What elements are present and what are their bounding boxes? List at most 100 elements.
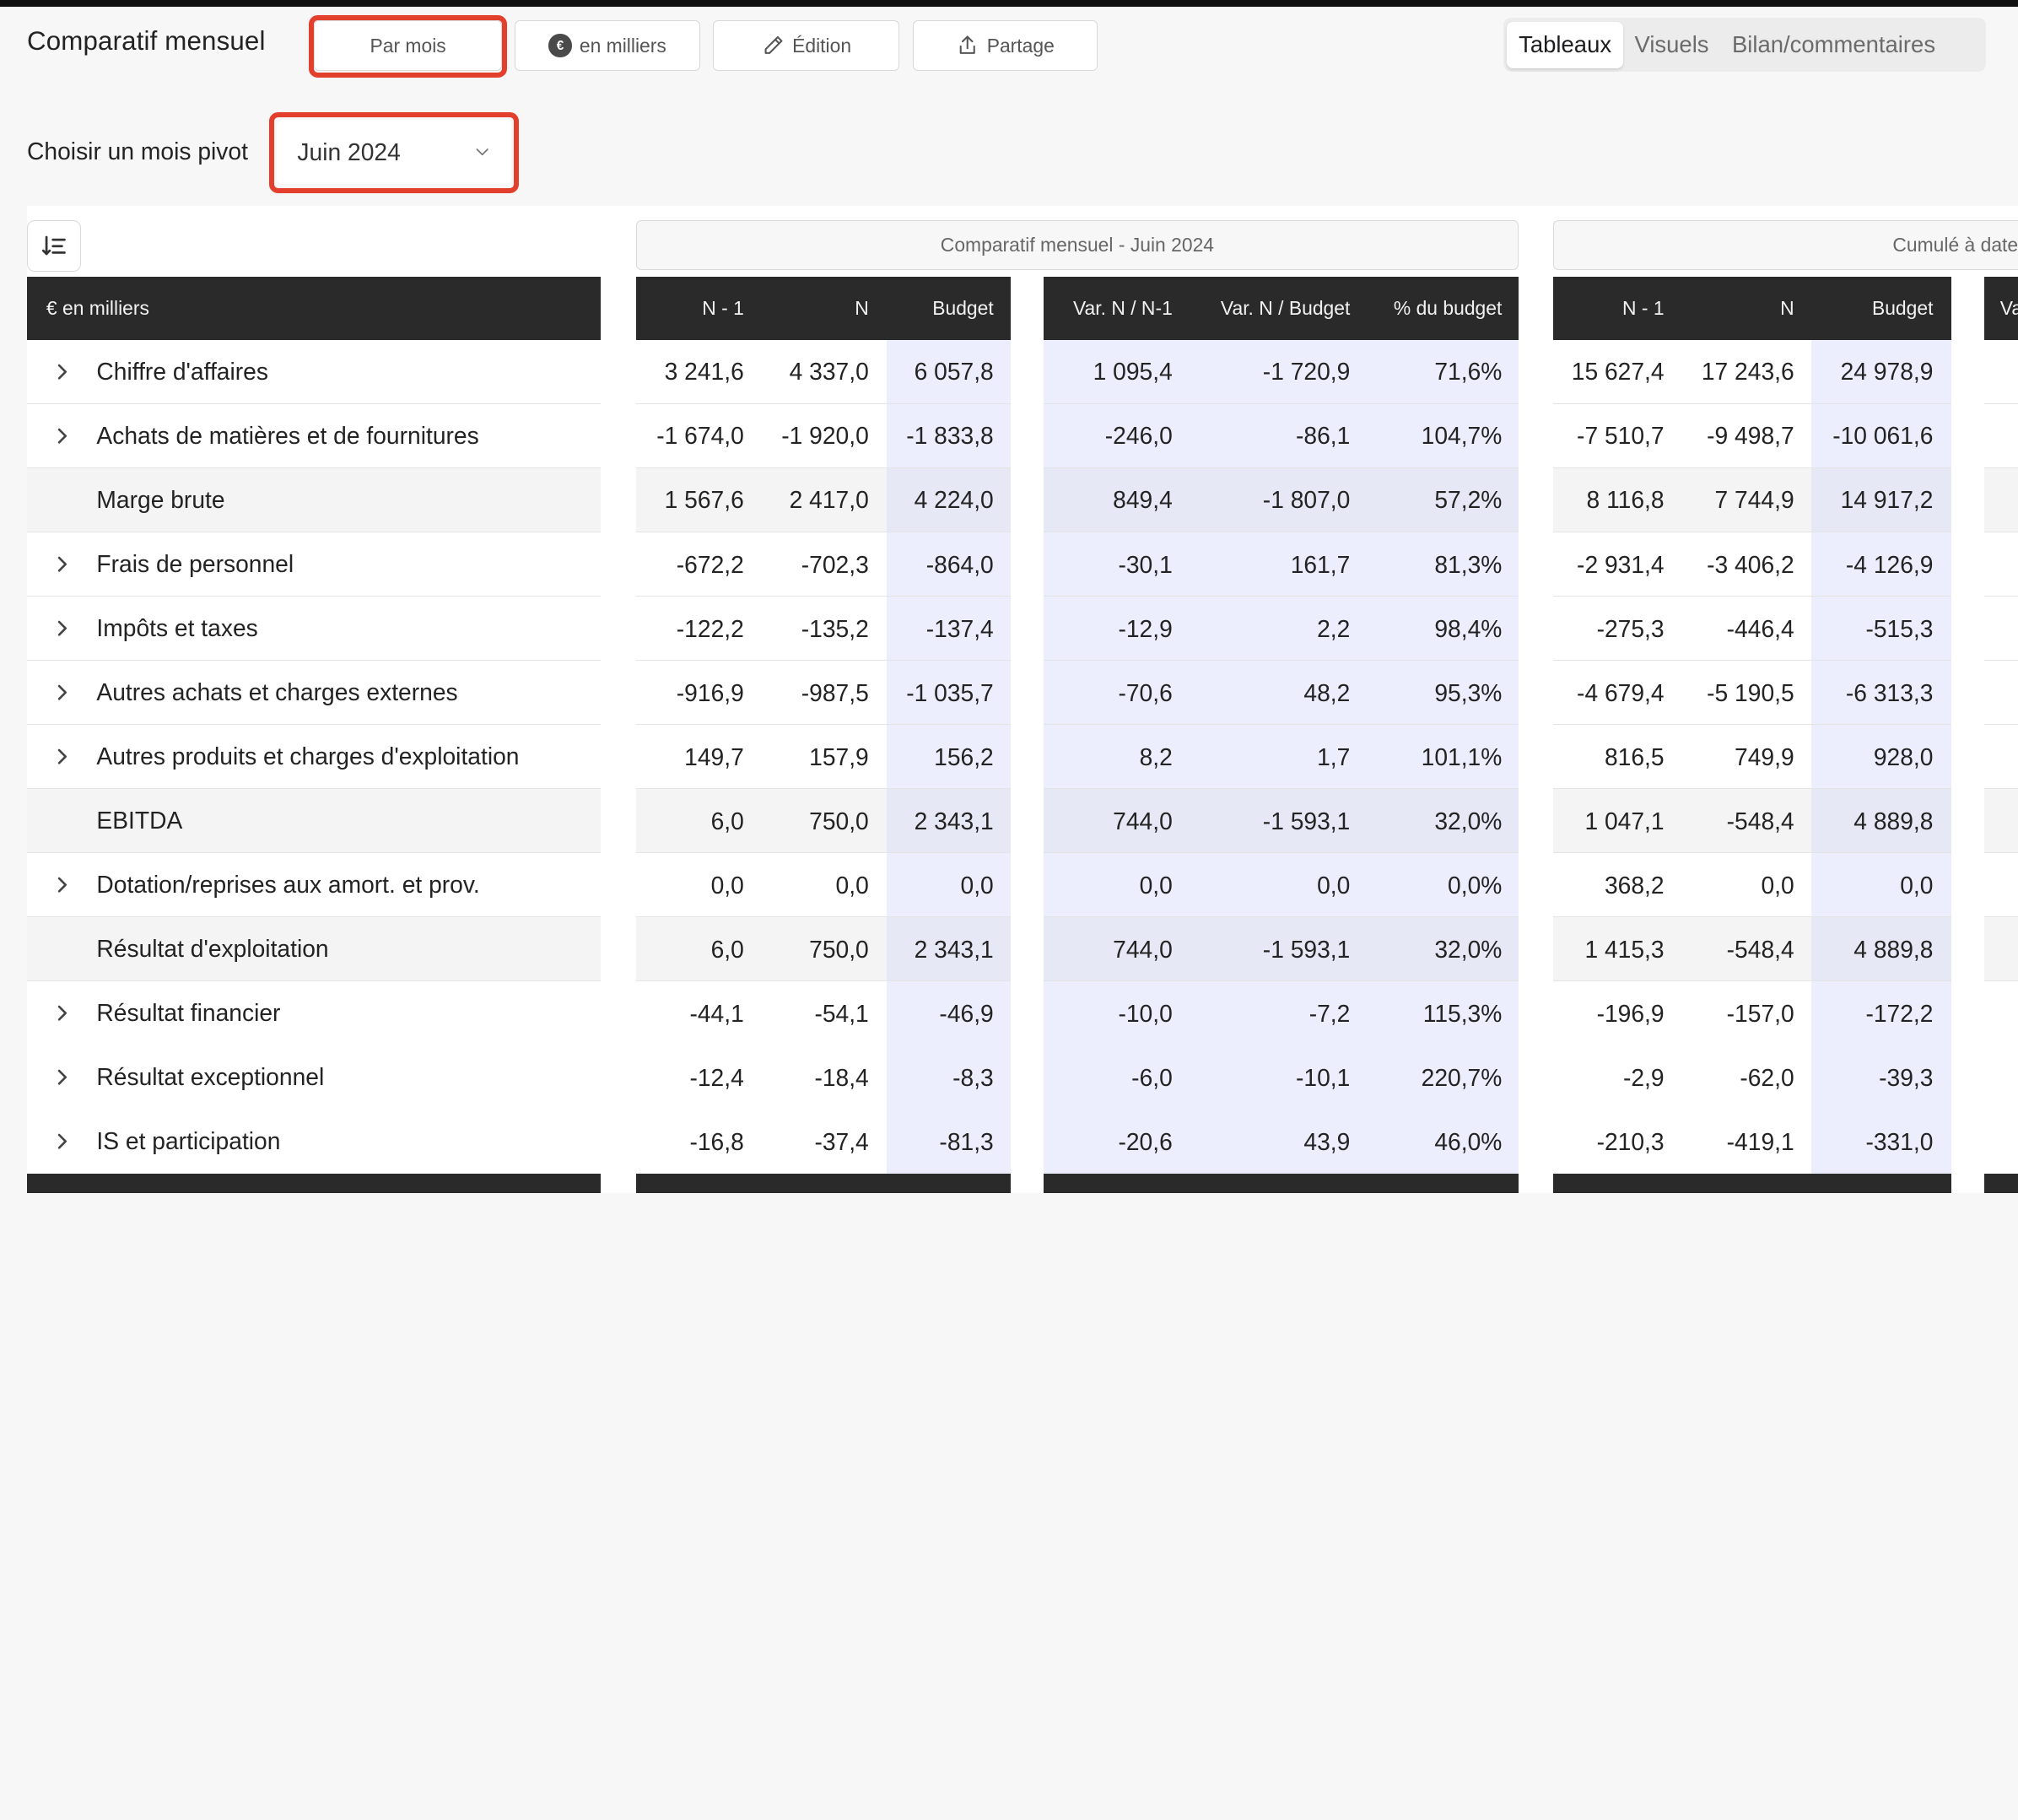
cell-background — [887, 725, 1011, 790]
table-row[interactable]: Frais de personnel — [27, 532, 602, 597]
pivot-month-label: Choisir un mois pivot — [27, 138, 248, 165]
cell-background — [887, 853, 1011, 918]
cell-background — [1681, 339, 1811, 405]
cell-background — [1044, 661, 1187, 726]
chevron-right-icon[interactable] — [27, 363, 96, 381]
table-cell: 6 057,8 — [914, 358, 994, 386]
table-cell: 15 627,4 — [1571, 358, 1665, 386]
row-label: Autres achats et charges externes — [96, 678, 458, 706]
cell-background — [1681, 1045, 1811, 1110]
table-row[interactable]: Autres produits et charges d'exploitatio… — [27, 725, 602, 790]
tab-visuels[interactable]: Visuels — [1634, 31, 1709, 58]
table-cell: -446,4 — [1726, 614, 1794, 642]
tab-tableaux[interactable]: Tableaux — [1507, 21, 1623, 68]
table-cell: 157,9 — [809, 743, 869, 770]
table-row[interactable]: Impôts et taxes — [27, 596, 602, 662]
column-header-pct-budget[interactable]: % du budget — [1393, 296, 1503, 319]
chevron-right-icon[interactable] — [27, 555, 96, 573]
table-cell: -1 593,1 — [1262, 935, 1351, 963]
column-header-cum-n[interactable]: N — [1780, 296, 1794, 319]
table-cell: 368,2 — [1604, 871, 1665, 899]
cell-background — [1810, 1110, 1951, 1175]
cell-background — [1810, 917, 1951, 982]
cell-background — [1984, 661, 2018, 726]
cell-background — [1984, 917, 2018, 982]
cell-background — [1044, 596, 1187, 662]
column-header-cum-var[interactable]: Va — [1999, 296, 2018, 319]
cell-background — [1681, 403, 1811, 469]
share-button[interactable]: Partage — [912, 20, 1098, 71]
table-cell: 17 243,6 — [1701, 358, 1794, 386]
cell-background — [762, 596, 888, 662]
cell-background — [762, 853, 888, 918]
chevron-right-icon[interactable] — [27, 1068, 96, 1086]
pivot-month-select[interactable]: Juin 2024 — [277, 119, 511, 185]
table-cell: -6 313,3 — [1845, 678, 1934, 706]
table-cell: -137,4 — [925, 614, 994, 642]
table-row[interactable]: Autres achats et charges externes — [27, 661, 602, 726]
group-header-monthly: Comparatif mensuel - Juin 2024 — [635, 219, 1519, 271]
table-cell: -10 061,6 — [1832, 422, 1934, 450]
edit-button[interactable]: Édition — [713, 20, 900, 71]
row-label: Frais de personnel — [96, 550, 294, 578]
table-row[interactable]: IS et participation — [27, 1110, 602, 1175]
tab-bilan-commentaires[interactable]: Bilan/commentaires — [1731, 31, 1936, 58]
cell-background — [1681, 725, 1811, 790]
table-row[interactable]: Résultat financier — [27, 981, 602, 1046]
column-header-budget[interactable]: Budget — [932, 296, 994, 319]
cell-background — [635, 339, 763, 405]
table-cell: 95,3% — [1434, 678, 1503, 706]
cell-background — [1984, 532, 2018, 597]
cell-background — [1044, 403, 1187, 469]
table-cell: -157,0 — [1726, 999, 1794, 1027]
group-header-cumulative-label: Cumulé à date — [1892, 234, 2018, 257]
cell-background — [1365, 1045, 1519, 1110]
chevron-right-icon[interactable] — [27, 748, 96, 765]
table-row[interactable]: Achats de matières et de fournitures — [27, 403, 602, 469]
table-cell: 816,5 — [1604, 743, 1665, 770]
table-row[interactable]: Chiffre d'affaires — [27, 339, 602, 405]
table-cell: 4 889,8 — [1853, 807, 1934, 834]
column-header-cum-n1[interactable]: N - 1 — [1622, 296, 1665, 319]
table-cell: 115,3% — [1422, 999, 1503, 1027]
view-tabs: Tableaux Visuels Bilan/commentaires — [1503, 18, 1986, 73]
column-header-n[interactable]: N — [855, 296, 869, 319]
cell-background — [1810, 725, 1951, 790]
cell-background — [1553, 661, 1681, 726]
chevron-right-icon[interactable] — [27, 683, 96, 701]
table-footer-bar — [1984, 1174, 2018, 1194]
cell-background — [1553, 339, 1681, 405]
period-mode-button[interactable]: Par mois — [314, 20, 502, 71]
column-header-cum-budget[interactable]: Budget — [1871, 296, 1934, 319]
sort-button[interactable] — [27, 219, 82, 272]
table-cell: 0,0 — [1900, 871, 1934, 899]
table-row[interactable]: Dotation/reprises aux amort. et prov. — [27, 853, 602, 918]
chevron-down-icon — [476, 149, 489, 156]
unit-button[interactable]: € en milliers — [515, 20, 700, 71]
column-header-var-n-n1[interactable]: Var. N / N-1 — [1073, 296, 1173, 319]
cell-background — [887, 661, 1011, 726]
table-cell: 4 889,8 — [1853, 935, 1934, 963]
chevron-right-icon[interactable] — [27, 1004, 96, 1022]
table-cell: -5 190,5 — [1707, 678, 1794, 706]
table-cell: -172,2 — [1865, 999, 1934, 1027]
table-cell: -672,2 — [676, 550, 744, 578]
cell-background — [1365, 725, 1519, 790]
cell-background — [1984, 403, 2018, 469]
table-cell: -4 679,4 — [1577, 678, 1665, 706]
chevron-right-icon[interactable] — [27, 619, 96, 637]
cell-background — [1810, 532, 1951, 597]
cell-background — [635, 661, 763, 726]
cell-background — [1186, 403, 1366, 469]
cell-background — [635, 853, 763, 918]
chevron-right-icon[interactable] — [27, 427, 96, 445]
table-cell: 6,0 — [710, 935, 744, 963]
table-cell: -12,9 — [1118, 614, 1173, 642]
chevron-right-icon[interactable] — [27, 876, 96, 894]
cell-background — [1681, 532, 1811, 597]
chevron-right-icon[interactable] — [27, 1132, 96, 1150]
column-header-n1[interactable]: N - 1 — [702, 296, 744, 319]
column-header-var-n-budget[interactable]: Var. N / Budget — [1220, 296, 1351, 319]
table-cell: -6,0 — [1131, 1063, 1173, 1091]
table-row[interactable]: Résultat exceptionnel — [27, 1045, 602, 1110]
